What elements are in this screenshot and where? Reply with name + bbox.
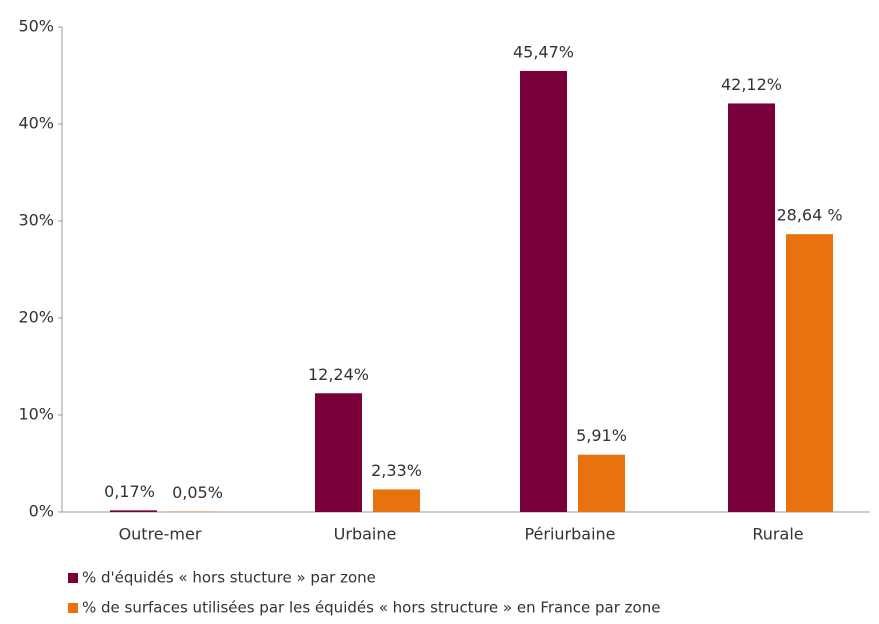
- bar: [110, 510, 157, 512]
- legend-swatch: [68, 573, 78, 583]
- value-label: 42,12%: [721, 75, 782, 94]
- value-label: 0,17%: [104, 482, 155, 501]
- bar: [728, 103, 775, 512]
- value-label: 12,24%: [308, 365, 369, 384]
- y-tick-label: 10%: [18, 405, 54, 424]
- y-tick-label: 30%: [18, 211, 54, 230]
- value-label: 0,05%: [172, 483, 223, 502]
- bar: [578, 454, 625, 512]
- bar: [520, 70, 567, 512]
- value-label: 28,64 %: [776, 206, 842, 225]
- x-tick-label: Périurbaine: [524, 525, 615, 544]
- legend-swatch: [68, 603, 78, 613]
- value-label: 45,47%: [513, 42, 574, 61]
- value-label: 5,91%: [576, 426, 627, 445]
- x-tick-label: Outre-mer: [119, 525, 202, 544]
- y-tick-label: 0%: [29, 502, 54, 521]
- y-tick-label: 50%: [18, 17, 54, 36]
- y-tick-label: 40%: [18, 114, 54, 133]
- legend-label: % d'équidés « hors stucture » par zone: [82, 569, 376, 587]
- bar: [373, 489, 420, 512]
- bar: [786, 234, 833, 512]
- legend-label: % de surfaces utilisées par les équidés …: [82, 599, 660, 617]
- value-label: 2,33%: [371, 461, 422, 480]
- x-tick-label: Urbaine: [334, 525, 397, 544]
- y-tick-label: 20%: [18, 308, 54, 327]
- x-tick-label: Rurale: [752, 525, 803, 544]
- bar: [315, 393, 362, 512]
